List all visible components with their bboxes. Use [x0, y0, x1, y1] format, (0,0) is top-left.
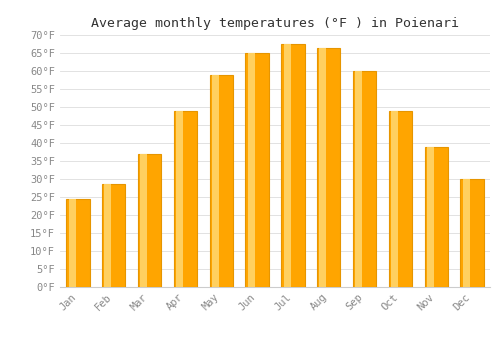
Bar: [210, 75, 233, 287]
Bar: [353, 71, 376, 287]
Bar: [102, 184, 126, 287]
Bar: [140, 154, 147, 287]
Bar: [248, 53, 255, 287]
Bar: [138, 154, 161, 287]
Bar: [282, 44, 304, 287]
Bar: [320, 48, 326, 287]
Bar: [176, 111, 183, 287]
Bar: [284, 44, 290, 287]
Title: Average monthly temperatures (°F ) in Poienari: Average monthly temperatures (°F ) in Po…: [91, 17, 459, 30]
Bar: [424, 147, 448, 287]
Bar: [246, 53, 268, 287]
Bar: [66, 199, 90, 287]
Bar: [463, 179, 470, 287]
Bar: [391, 111, 398, 287]
Bar: [212, 75, 219, 287]
Bar: [68, 199, 75, 287]
Bar: [389, 111, 412, 287]
Bar: [356, 71, 362, 287]
Bar: [174, 111, 197, 287]
Bar: [427, 147, 434, 287]
Bar: [317, 48, 340, 287]
Bar: [104, 184, 112, 287]
Bar: [460, 179, 483, 287]
